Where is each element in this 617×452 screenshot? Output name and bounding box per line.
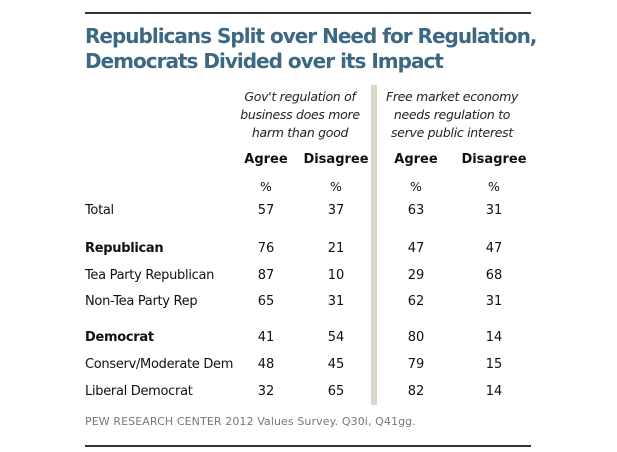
- row-label: Total: [85, 203, 114, 218]
- table-cell: 15: [485, 357, 503, 372]
- question-header-2: Free market economy needs regulation to …: [385, 89, 519, 140]
- table-cell: 31: [485, 294, 503, 309]
- table-row: Conserv/Moderate Dem 48 45 79 15: [0, 357, 617, 375]
- table-cell: 37: [327, 203, 345, 218]
- table-cell: 45: [327, 357, 345, 372]
- column-header-disagree-1: Disagree: [303, 152, 369, 167]
- row-label: Liberal Democrat: [85, 384, 193, 399]
- table-cell: 62: [407, 294, 425, 309]
- table-row: Total 57 37 63 31: [0, 203, 617, 221]
- table-row: Non-Tea Party Rep 65 31 62 31: [0, 294, 617, 312]
- table-cell: 68: [485, 268, 503, 283]
- table-cell: 31: [327, 294, 345, 309]
- table-cell: 14: [485, 330, 503, 345]
- table-row: Democrat 41 54 80 14: [0, 330, 617, 348]
- table-cell: 48: [257, 357, 275, 372]
- table-cell: 14: [485, 384, 503, 399]
- table-cell: 65: [257, 294, 275, 309]
- top-rule: [85, 12, 531, 14]
- row-label: Democrat: [85, 330, 154, 345]
- table-cell: 65: [327, 384, 345, 399]
- table-cell: 47: [407, 241, 425, 256]
- column-header-agree-2: Agree: [394, 152, 438, 167]
- chart-title: Republicans Split over Need for Regulati…: [85, 24, 537, 73]
- table-cell: 79: [407, 357, 425, 372]
- table-cell: 10: [327, 268, 345, 283]
- row-label: Republican: [85, 241, 164, 256]
- table-cell: 31: [485, 203, 503, 218]
- column-divider: [371, 85, 377, 405]
- table-cell: 63: [407, 203, 425, 218]
- unit-label: %: [410, 179, 422, 194]
- row-label: Conserv/Moderate Dem: [85, 357, 234, 372]
- row-label: Non-Tea Party Rep: [85, 294, 198, 309]
- table-row: Liberal Democrat 32 65 82 14: [0, 384, 617, 402]
- table-cell: 82: [407, 384, 425, 399]
- table-cell: 87: [257, 268, 275, 283]
- table-cell: 54: [327, 330, 345, 345]
- table-row: Republican 76 21 47 47: [0, 241, 617, 259]
- table-cell: 29: [407, 268, 425, 283]
- source-note: PEW RESEARCH CENTER 2012 Values Survey. …: [85, 415, 416, 428]
- unit-label: %: [488, 179, 500, 194]
- unit-label: %: [260, 179, 272, 194]
- column-header-disagree-2: Disagree: [461, 152, 527, 167]
- table-cell: 76: [257, 241, 275, 256]
- bottom-rule: [85, 445, 531, 447]
- row-label: Tea Party Republican: [85, 268, 215, 283]
- unit-label: %: [330, 179, 342, 194]
- table-cell: 80: [407, 330, 425, 345]
- table-cell: 47: [485, 241, 503, 256]
- question-header-1: Gov't regulation of business does more h…: [240, 89, 360, 140]
- column-header-agree-1: Agree: [244, 152, 288, 167]
- table-cell: 41: [257, 330, 275, 345]
- table-row: Tea Party Republican 87 10 29 68: [0, 268, 617, 286]
- table-cell: 57: [257, 203, 275, 218]
- table-cell: 21: [327, 241, 345, 256]
- table-cell: 32: [257, 384, 275, 399]
